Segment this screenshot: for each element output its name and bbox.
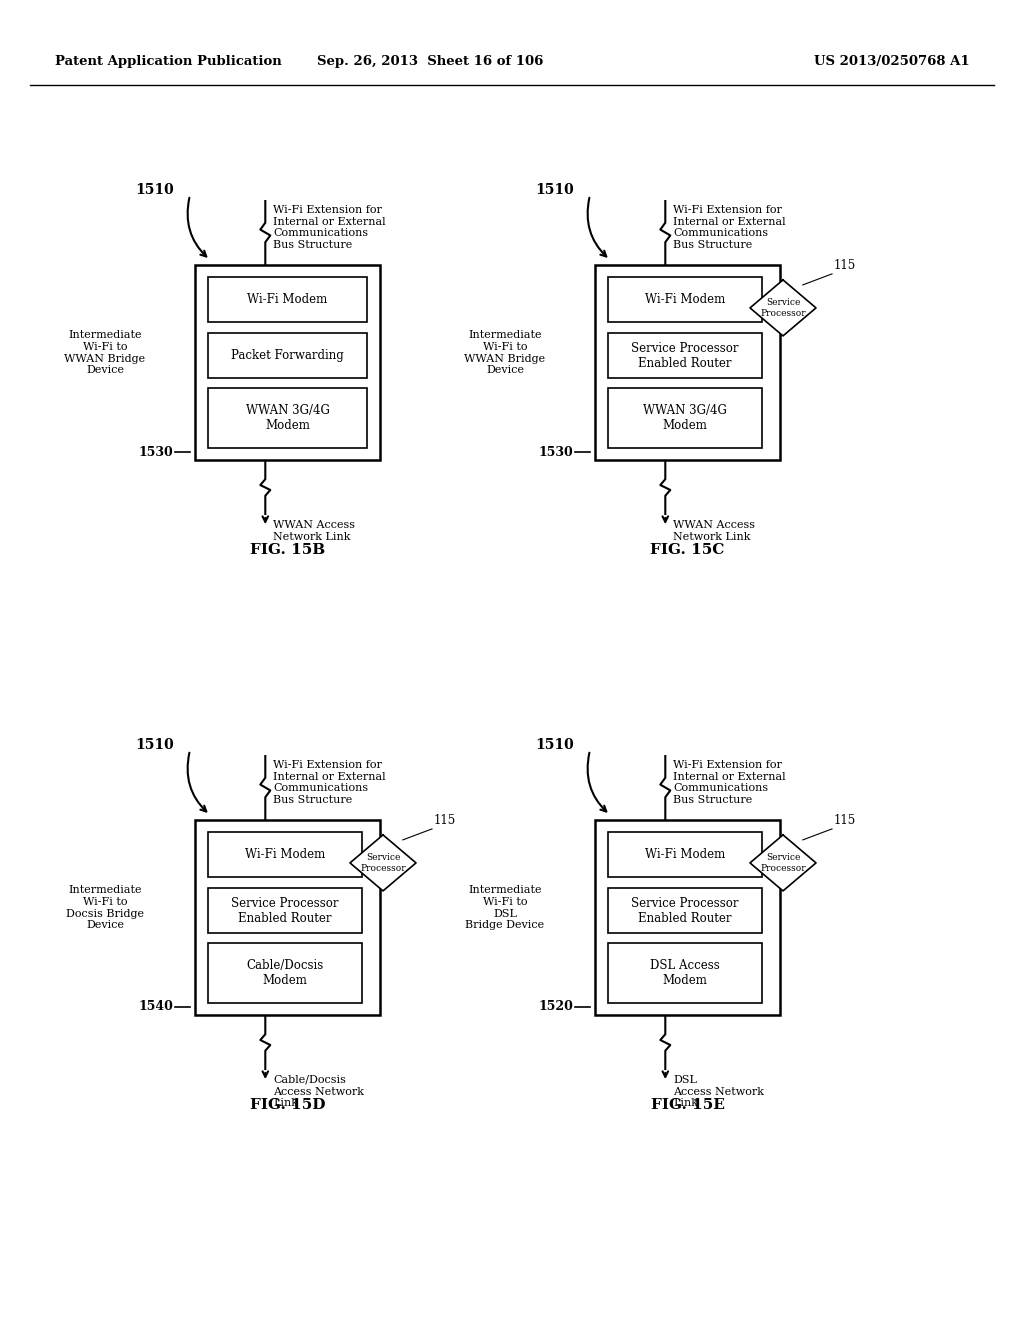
Text: Service
Processor: Service Processor bbox=[360, 853, 406, 873]
Text: DSL
Access Network
Link: DSL Access Network Link bbox=[674, 1074, 764, 1109]
Text: WWAN 3G/4G
Modem: WWAN 3G/4G Modem bbox=[643, 404, 727, 432]
Text: Cable/Docsis
Access Network
Link: Cable/Docsis Access Network Link bbox=[273, 1074, 365, 1109]
Text: Wi-Fi Extension for
Internal or External
Communications
Bus Structure: Wi-Fi Extension for Internal or External… bbox=[273, 205, 386, 249]
Text: Wi-Fi Extension for
Internal or External
Communications
Bus Structure: Wi-Fi Extension for Internal or External… bbox=[273, 760, 386, 805]
Text: WWAN 3G/4G
Modem: WWAN 3G/4G Modem bbox=[246, 404, 330, 432]
Text: WWAN Access
Network Link: WWAN Access Network Link bbox=[273, 520, 355, 541]
Text: Intermediate
Wi-Fi to
WWAN Bridge
Device: Intermediate Wi-Fi to WWAN Bridge Device bbox=[65, 330, 145, 375]
Text: 1520: 1520 bbox=[539, 1001, 573, 1014]
Text: 1540: 1540 bbox=[138, 1001, 173, 1014]
Bar bbox=[608, 942, 762, 1003]
Text: FIG. 15D: FIG. 15D bbox=[250, 1098, 326, 1111]
Bar bbox=[195, 820, 380, 1015]
Text: Wi-Fi Modem: Wi-Fi Modem bbox=[245, 847, 326, 861]
Bar bbox=[608, 832, 762, 876]
Text: 1510: 1510 bbox=[535, 183, 573, 197]
Bar bbox=[208, 388, 367, 449]
Text: 115: 115 bbox=[834, 814, 856, 826]
Text: 1510: 1510 bbox=[535, 738, 573, 752]
Bar bbox=[608, 333, 762, 378]
Text: Service
Processor: Service Processor bbox=[760, 298, 806, 318]
Bar bbox=[608, 888, 762, 933]
Text: 1510: 1510 bbox=[135, 183, 174, 197]
Text: 115: 115 bbox=[434, 814, 457, 826]
Bar bbox=[608, 277, 762, 322]
Polygon shape bbox=[750, 836, 816, 891]
Text: Wi-Fi Modem: Wi-Fi Modem bbox=[248, 293, 328, 306]
Bar bbox=[208, 832, 362, 876]
Text: WWAN Access
Network Link: WWAN Access Network Link bbox=[674, 520, 756, 541]
Text: Service Processor
Enabled Router: Service Processor Enabled Router bbox=[231, 896, 339, 925]
Text: Service Processor
Enabled Router: Service Processor Enabled Router bbox=[631, 342, 738, 370]
Text: Cable/Docsis
Modem: Cable/Docsis Modem bbox=[247, 960, 324, 987]
Text: Packet Forwarding: Packet Forwarding bbox=[231, 350, 344, 362]
Text: Intermediate
Wi-Fi to
WWAN Bridge
Device: Intermediate Wi-Fi to WWAN Bridge Device bbox=[465, 330, 546, 375]
Text: Patent Application Publication: Patent Application Publication bbox=[55, 55, 282, 69]
Text: DSL Access
Modem: DSL Access Modem bbox=[650, 960, 720, 987]
Polygon shape bbox=[750, 280, 816, 335]
Text: Wi-Fi Extension for
Internal or External
Communications
Bus Structure: Wi-Fi Extension for Internal or External… bbox=[674, 760, 786, 805]
Bar bbox=[195, 265, 380, 459]
Bar bbox=[208, 333, 367, 378]
Bar bbox=[208, 942, 362, 1003]
Text: 1530: 1530 bbox=[138, 446, 173, 458]
Text: 1510: 1510 bbox=[135, 738, 174, 752]
Text: US 2013/0250768 A1: US 2013/0250768 A1 bbox=[814, 55, 970, 69]
Text: Intermediate
Wi-Fi to
Docsis Bridge
Device: Intermediate Wi-Fi to Docsis Bridge Devi… bbox=[66, 886, 144, 931]
Polygon shape bbox=[350, 836, 416, 891]
Text: Intermediate
Wi-Fi to
DSL
Bridge Device: Intermediate Wi-Fi to DSL Bridge Device bbox=[466, 886, 545, 931]
Text: Service Processor
Enabled Router: Service Processor Enabled Router bbox=[631, 896, 738, 925]
Text: FIG. 15B: FIG. 15B bbox=[250, 543, 326, 557]
Text: 1530: 1530 bbox=[539, 446, 573, 458]
Text: 115: 115 bbox=[834, 259, 856, 272]
Bar bbox=[208, 888, 362, 933]
Bar bbox=[208, 277, 367, 322]
Text: Wi-Fi Modem: Wi-Fi Modem bbox=[645, 847, 725, 861]
Text: Wi-Fi Modem: Wi-Fi Modem bbox=[645, 293, 725, 306]
Bar bbox=[595, 820, 780, 1015]
Text: Service
Processor: Service Processor bbox=[760, 853, 806, 873]
Text: FIG. 15E: FIG. 15E bbox=[650, 1098, 724, 1111]
Text: Sep. 26, 2013  Sheet 16 of 106: Sep. 26, 2013 Sheet 16 of 106 bbox=[316, 55, 543, 69]
Text: Wi-Fi Extension for
Internal or External
Communications
Bus Structure: Wi-Fi Extension for Internal or External… bbox=[674, 205, 786, 249]
Bar bbox=[608, 388, 762, 449]
Bar bbox=[595, 265, 780, 459]
Text: FIG. 15C: FIG. 15C bbox=[650, 543, 725, 557]
